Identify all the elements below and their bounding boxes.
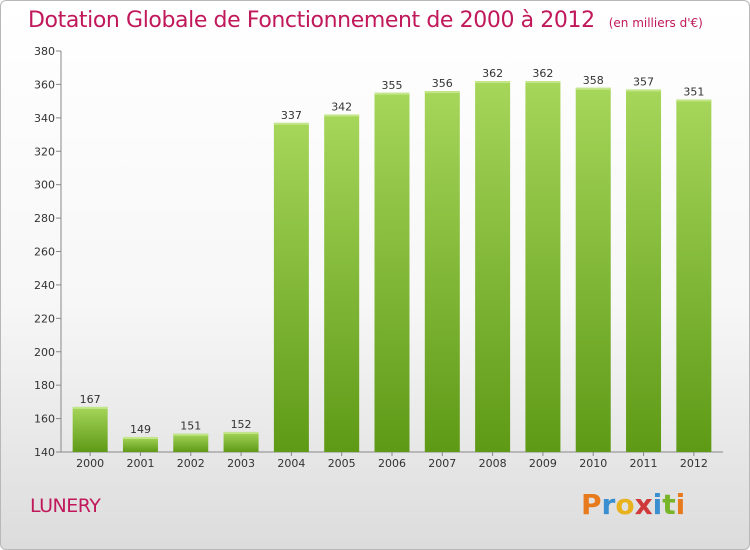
bar-highlight: [575, 87, 611, 90]
bar-highlight: [173, 433, 209, 436]
x-tick-label: 2006: [378, 457, 406, 470]
bar: [525, 81, 561, 452]
logo-letter: x: [634, 488, 653, 521]
x-tick-label: 2011: [630, 457, 658, 470]
data-label: 342: [331, 100, 352, 113]
bar: [676, 99, 712, 453]
bar: [374, 92, 410, 452]
data-label: 362: [532, 67, 553, 80]
x-tick-label: 2002: [177, 457, 205, 470]
bar: [72, 406, 108, 452]
proxiti-logo: Proxiti: [581, 488, 685, 521]
data-label: 337: [281, 109, 302, 122]
bar-highlight: [424, 91, 460, 94]
data-label: 362: [482, 67, 503, 80]
logo-letter: P: [581, 488, 602, 521]
logo-letter: o: [615, 488, 635, 521]
logo-letter: t: [662, 488, 676, 521]
y-tick-label: 340: [34, 112, 55, 125]
data-label: 357: [633, 75, 654, 88]
bars: [72, 81, 712, 453]
bar-highlight: [122, 436, 158, 439]
y-tick-label: 180: [34, 379, 55, 392]
data-label: 149: [130, 423, 151, 436]
x-tick-label: 2012: [680, 457, 708, 470]
x-tick-label: 2003: [227, 457, 255, 470]
bar-highlight: [525, 81, 561, 84]
data-label: 355: [382, 79, 403, 92]
x-tick-label: 2004: [277, 457, 305, 470]
bar-highlight: [374, 92, 410, 95]
bar-highlight: [475, 81, 511, 84]
x-tick-label: 2009: [529, 457, 557, 470]
bar: [273, 122, 309, 453]
bar: [575, 87, 611, 452]
x-tick-label: 2007: [428, 457, 456, 470]
axes: 140 160 180 200 220 240 260 280 300 320 340 360 380 2…: [34, 45, 723, 470]
bar: [424, 91, 460, 452]
data-label: 358: [583, 74, 604, 87]
bar-highlight: [273, 122, 309, 125]
chart-unit: (en milliers d'€): [608, 16, 703, 30]
y-tick-label: 240: [34, 279, 55, 292]
y-tick-label: 280: [34, 212, 55, 225]
data-labels: 167 149 151 152 337 342 355 356 362 362 358 357 351: [80, 67, 705, 436]
y-tick-label: 300: [34, 179, 55, 192]
y-tick-label: 140: [34, 446, 55, 459]
y-tick-label: 260: [34, 246, 55, 259]
logo-letter: i: [675, 488, 686, 521]
data-label: 152: [231, 418, 252, 431]
y-tick-label: 360: [34, 78, 55, 91]
bar-highlight: [223, 431, 259, 434]
data-label: 167: [80, 393, 101, 406]
y-tick-label: 220: [34, 312, 55, 325]
bar: [475, 81, 511, 452]
bar: [223, 431, 259, 452]
bar: [324, 114, 360, 452]
bar: [122, 436, 158, 452]
x-tick-label: 2010: [579, 457, 607, 470]
bar: [626, 89, 662, 452]
data-label: 356: [432, 77, 453, 90]
data-label: 351: [683, 85, 704, 98]
bar: [173, 433, 209, 452]
y-tick-label: 160: [34, 413, 55, 426]
bar-highlight: [676, 99, 712, 102]
chart-title: Dotation Globale de Fonctionnement de 20…: [28, 8, 703, 33]
y-tick-label: 380: [34, 45, 55, 58]
data-label: 151: [180, 420, 201, 433]
logo-letter: r: [601, 488, 616, 521]
x-tick-label: 2001: [126, 457, 154, 470]
logo-letter: i: [652, 488, 663, 521]
bar-highlight: [324, 114, 360, 117]
x-tick-label: 2000: [76, 457, 104, 470]
bar-highlight: [72, 406, 108, 409]
y-tick-label: 200: [34, 346, 55, 359]
chart-title-text: Dotation Globale de Fonctionnement de 20…: [28, 8, 595, 33]
commune-name: LUNERY: [30, 495, 101, 517]
bar-highlight: [626, 89, 662, 92]
x-tick-label: 2005: [328, 457, 356, 470]
x-tick-label: 2008: [479, 457, 507, 470]
y-tick-label: 320: [34, 145, 55, 158]
